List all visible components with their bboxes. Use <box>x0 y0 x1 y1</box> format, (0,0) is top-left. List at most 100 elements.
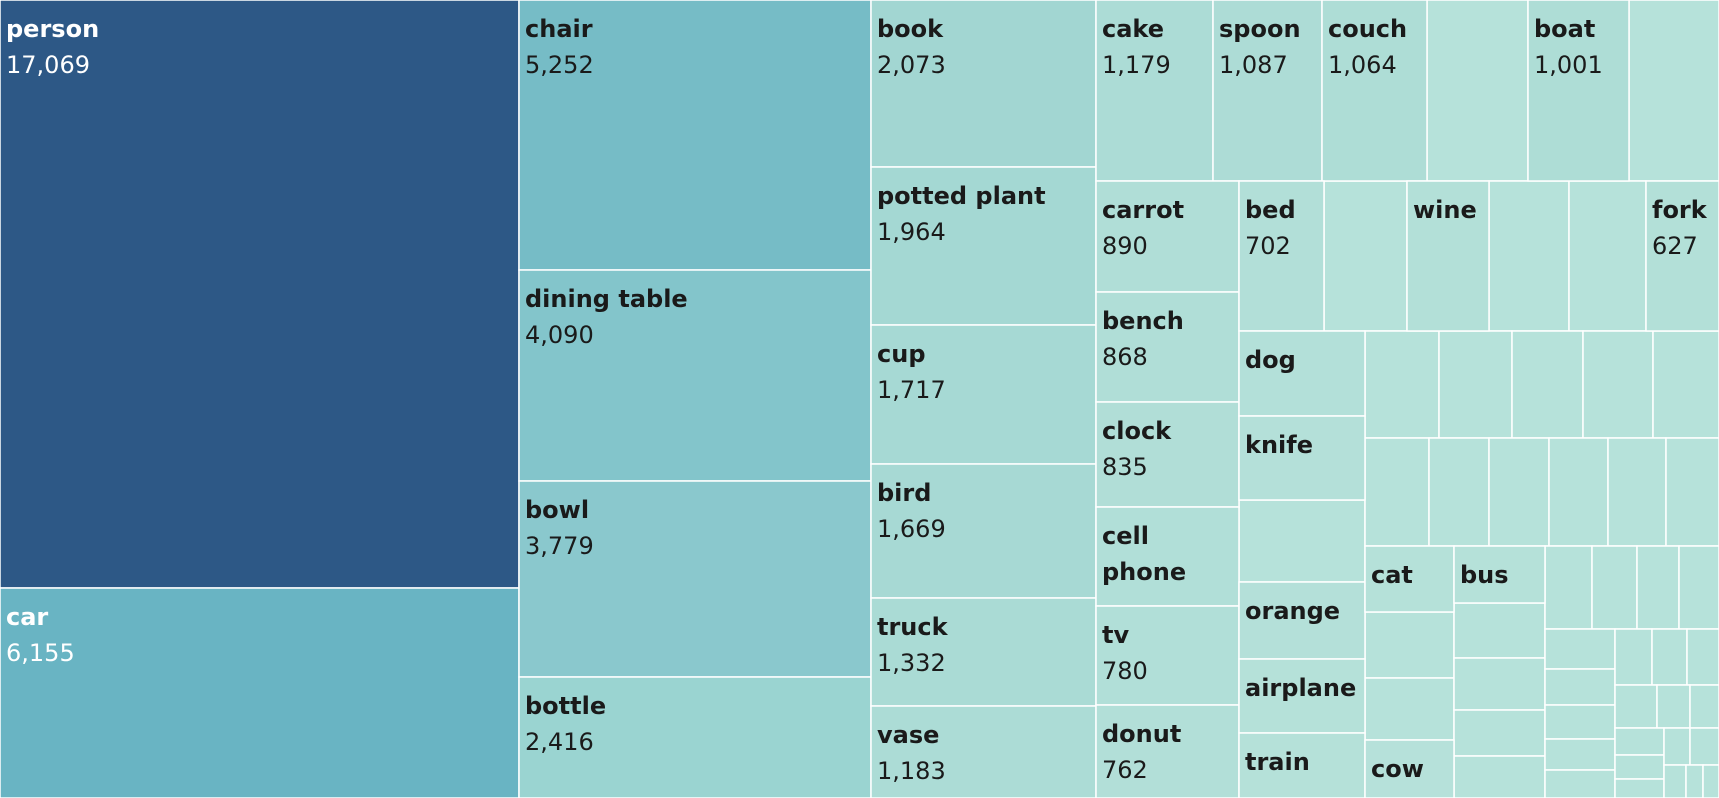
tile-label: bird <box>877 479 931 507</box>
treemap-tile-unlabeled <box>1686 628 1719 686</box>
tile-value: 1,332 <box>877 649 946 677</box>
tile-value: 3,779 <box>525 532 594 560</box>
tile-label: cake <box>1102 15 1164 43</box>
tile-label: cell phone <box>1102 522 1186 586</box>
treemap-tile-bottle: bottle 2,416 <box>518 676 872 798</box>
tile-rect-cup <box>870 324 1097 465</box>
treemap-tile-unlabeled <box>1607 437 1667 547</box>
treemap-tile-wine: wine <box>1406 180 1490 332</box>
tile-value: 868 <box>1102 343 1148 371</box>
tile-label: knife <box>1245 431 1313 459</box>
tile-value: 1,179 <box>1102 51 1171 79</box>
treemap-tile-unlabeled <box>1591 545 1638 630</box>
tile-rect-person <box>0 0 520 589</box>
treemap-tile-bench: bench 868 <box>1095 291 1240 403</box>
tile-rect-chair <box>518 0 872 271</box>
tile-label: bench <box>1102 307 1184 335</box>
tile-label: airplane <box>1245 674 1356 702</box>
treemap-tile-unlabeled <box>1428 437 1490 547</box>
tile-rect-couch <box>1321 0 1428 182</box>
tile-value: 702 <box>1245 232 1291 260</box>
tile-label: chair <box>525 15 593 43</box>
treemap-tile-unlabeled <box>1568 180 1647 332</box>
tile-rect-tv <box>1095 605 1240 706</box>
treemap-tile-vase: vase 1,183 <box>870 705 1097 798</box>
tile-label: dining table <box>525 285 688 313</box>
treemap-tile-car: car 6,155 <box>0 587 520 798</box>
tile-label: boat <box>1534 15 1595 43</box>
treemap-tile-unlabeled <box>1426 0 1529 182</box>
tile-value: 1,183 <box>877 757 946 785</box>
tile-rect-boat <box>1527 0 1630 182</box>
treemap-tile-unlabeled <box>1685 764 1704 798</box>
tile-label: dog <box>1245 346 1296 374</box>
treemap-tile-cell-phone: cell phone <box>1095 506 1240 607</box>
treemap-tile-dining-table: dining table 4,090 <box>518 269 872 482</box>
tile-rect-fork <box>1645 180 1719 332</box>
treemap-tile-unlabeled <box>1614 684 1658 729</box>
tile-rect-vase <box>870 705 1097 798</box>
tile-rect-bird <box>870 463 1097 599</box>
treemap-tile-unlabeled <box>1614 778 1665 798</box>
treemap-tile-unlabeled <box>1656 684 1691 729</box>
treemap-tile-unlabeled <box>1323 180 1408 332</box>
tile-value: 627 <box>1652 232 1698 260</box>
treemap-tile-knife: knife <box>1238 415 1366 501</box>
treemap-tile-unlabeled <box>1364 437 1430 547</box>
treemap-tile-unlabeled <box>1488 180 1570 332</box>
tile-rect-bed <box>1238 180 1325 332</box>
tile-rect-bench <box>1095 291 1240 403</box>
tile-rect-potted-plant <box>870 166 1097 326</box>
tile-label: cat <box>1371 561 1413 589</box>
treemap-tile-person: person 17,069 <box>0 0 520 589</box>
tile-label: donut <box>1102 720 1181 748</box>
tile-rect-car <box>0 587 520 798</box>
treemap-tile-fork: fork 627 <box>1645 180 1719 332</box>
tile-rect-dining-table <box>518 269 872 482</box>
tile-rect-cell-phone <box>1095 506 1240 607</box>
treemap-tile-cow: cow <box>1364 739 1455 798</box>
treemap-tile-carrot: carrot 890 <box>1095 180 1240 293</box>
tile-value: 1,001 <box>1534 51 1603 79</box>
tile-rect-book <box>870 0 1097 168</box>
tile-label: cup <box>877 340 926 368</box>
tile-label: cow <box>1371 755 1424 783</box>
tile-label: tv <box>1102 621 1129 649</box>
treemap-tile-cake: cake 1,179 <box>1095 0 1214 182</box>
tile-label: bed <box>1245 196 1296 224</box>
treemap-tile-donut: donut 762 <box>1095 704 1240 798</box>
treemap-tile-unlabeled <box>1689 727 1719 766</box>
tile-rect-bus <box>1453 545 1546 604</box>
treemap-tile-bowl: bowl 3,779 <box>518 480 872 678</box>
treemap-tile-unlabeled <box>1663 764 1687 798</box>
treemap-tile-train: train <box>1238 732 1366 798</box>
treemap-tile-unlabeled <box>1453 602 1546 659</box>
treemap-tile-unlabeled <box>1544 668 1616 706</box>
treemap-tile-unlabeled <box>1663 727 1691 766</box>
tile-value: 762 <box>1102 756 1148 784</box>
treemap-tile-tv: tv 780 <box>1095 605 1240 706</box>
treemap-tile-unlabeled <box>1544 769 1616 798</box>
treemap-tile-unlabeled <box>1544 704 1616 740</box>
tile-rect-bottle <box>518 676 872 798</box>
treemap-tile-bird: bird 1,669 <box>870 463 1097 599</box>
treemap-tile-unlabeled <box>1364 330 1440 439</box>
tile-label: train <box>1245 748 1310 776</box>
tile-rect-donut <box>1095 704 1240 798</box>
treemap-tile-unlabeled <box>1453 755 1546 798</box>
tile-rect-cow <box>1364 739 1455 798</box>
treemap-tile-chair: chair 5,252 <box>518 0 872 271</box>
tile-rect-knife <box>1238 415 1366 501</box>
tile-value: 4,090 <box>525 321 594 349</box>
tile-label: clock <box>1102 417 1172 445</box>
treemap-tile-unlabeled <box>1544 738 1616 771</box>
treemap-tile-unlabeled <box>1636 545 1680 630</box>
tile-rect-airplane <box>1238 658 1366 734</box>
tile-label: car <box>6 603 48 631</box>
treemap-tile-unlabeled <box>1453 709 1546 757</box>
treemap-tile-unlabeled <box>1544 545 1593 630</box>
treemap-tile-unlabeled <box>1438 330 1513 439</box>
treemap-tile-dog: dog <box>1238 330 1366 417</box>
tile-value: 1,669 <box>877 515 946 543</box>
tile-label: truck <box>877 613 949 641</box>
